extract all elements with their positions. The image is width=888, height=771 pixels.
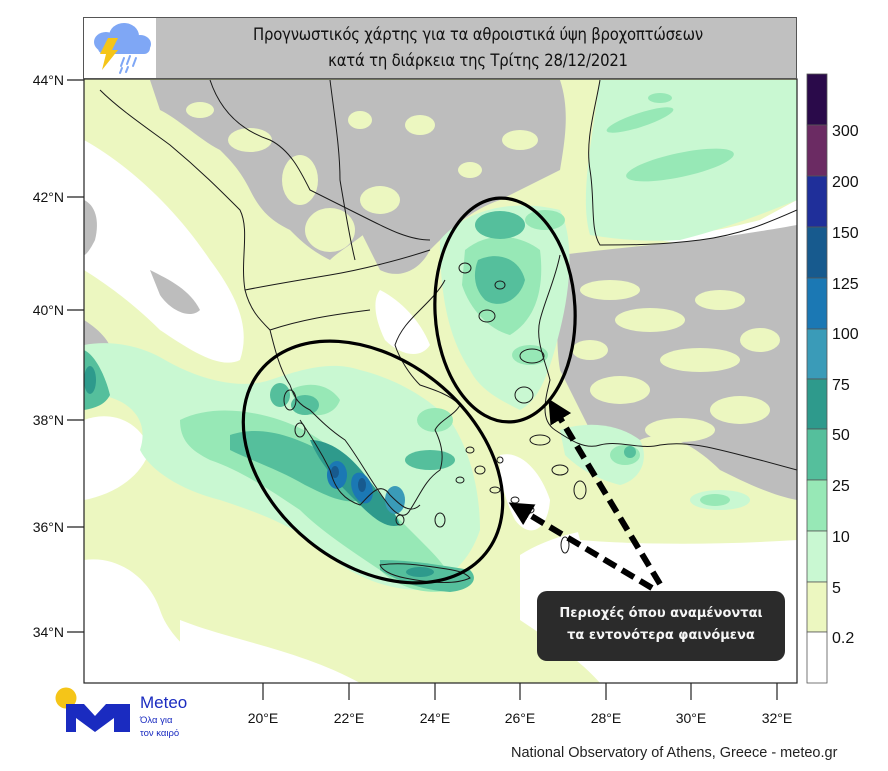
source-credit: National Observatory of Athens, Greece -…: [511, 745, 838, 761]
title-line-1: Προγνωστικός χάρτης για τα αθροιστικά ύψ…: [253, 25, 703, 44]
lon-label-30: 30°E: [675, 710, 707, 726]
lat-label-42: 42°N: [32, 189, 64, 205]
lon-label-26: 26°E: [504, 710, 536, 726]
legend-label-300: 300: [832, 123, 859, 140]
legend-label-0-2: 0.2: [832, 630, 855, 647]
legend-label-10: 10: [832, 529, 850, 546]
map-title: Προγνωστικός χάρτης για τα αθροιστικά ύψ…: [160, 22, 796, 74]
arrow-to-west-region: [508, 502, 654, 591]
legend-label-50: 50: [832, 427, 850, 444]
meteo-logo-text[interactable]: Meteo Όλα για τον καιρό: [140, 693, 187, 739]
callout-line-1: Περιοχές όπου αναμένονται: [559, 606, 763, 621]
lat-label-38: 38°N: [32, 412, 64, 428]
legend-label-5: 5: [832, 580, 841, 597]
highlight-ellipse-north-aegean: [433, 196, 577, 424]
legend-label-25: 25: [832, 478, 850, 495]
lat-label-34: 34°N: [32, 624, 64, 640]
lon-label-22: 22°E: [333, 710, 365, 726]
arrow-to-north-aegean: [548, 398, 663, 586]
callout-line-2: τα εντονότερα φαινόμενα: [567, 628, 755, 643]
logo-brand: Meteo: [140, 693, 188, 712]
legend-label-100: 100: [832, 326, 859, 343]
thunderstorm-rain-icon: [94, 23, 151, 74]
title-line-2: κατά τη διάρκεια της Τρίτης 28/12/2021: [328, 51, 628, 70]
coastlines: [99, 79, 797, 584]
lon-label-28: 28°E: [590, 710, 622, 726]
map-frame: [83, 78, 798, 684]
legend-label-125: 125: [832, 276, 859, 293]
lat-label-40: 40°N: [32, 302, 64, 318]
legend-label-150: 150: [832, 225, 859, 242]
weather-icon-box: [84, 18, 156, 78]
lon-label-20: 20°E: [247, 710, 279, 726]
highlight-ellipse-west: [241, 339, 505, 585]
title-banner: [83, 17, 797, 79]
lon-label-32: 32°E: [761, 710, 793, 726]
lon-ticks: [262, 683, 778, 700]
lat-ticks: [67, 79, 84, 633]
lat-label-36: 36°N: [32, 519, 64, 535]
legend-label-200: 200: [832, 174, 859, 191]
meteo-logo-icon[interactable]: [54, 686, 134, 734]
legend-label-75: 75: [832, 377, 850, 394]
lon-label-24: 24°E: [419, 710, 451, 726]
logo-slogan-2: τον καιρό: [140, 728, 180, 739]
colorbar: [806, 73, 828, 684]
logo-slogan-1: Όλα για: [140, 715, 173, 726]
lat-label-44: 44°N: [32, 72, 64, 88]
annotation-callout: Περιοχές όπου αναμένονται τα εντονότερα …: [537, 591, 785, 661]
